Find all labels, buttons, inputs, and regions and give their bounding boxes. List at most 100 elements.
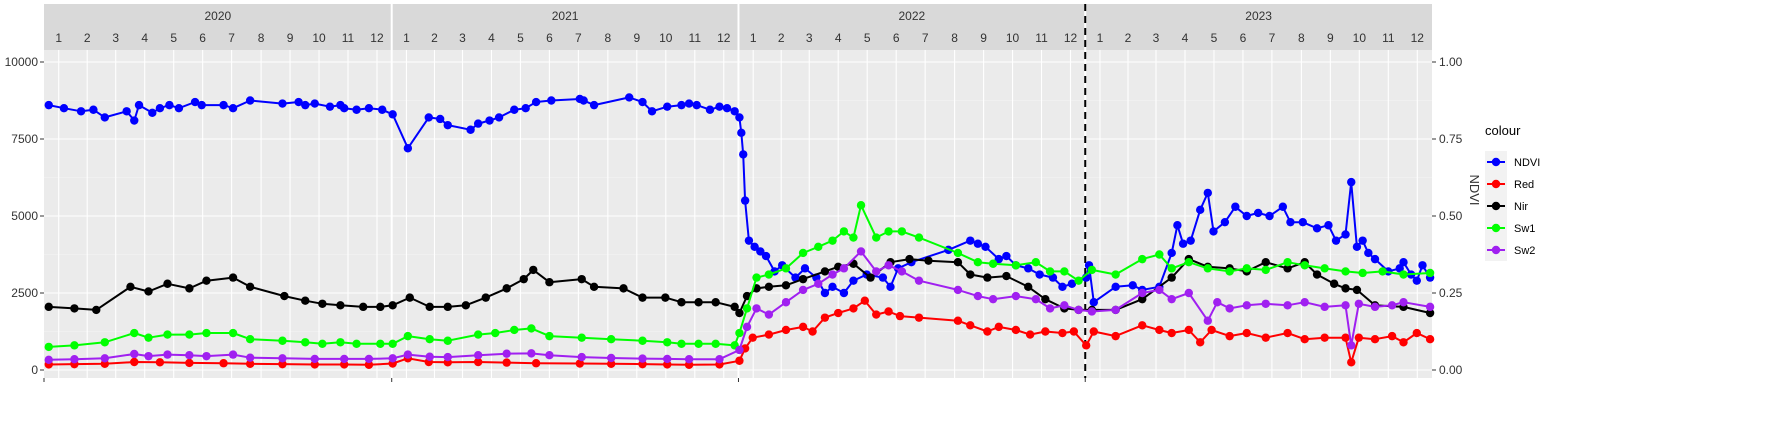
data-point-nir <box>1341 284 1350 293</box>
data-point-nir <box>764 282 774 292</box>
data-point-sw2 <box>884 261 893 270</box>
data-point-sw1 <box>545 331 554 341</box>
data-point-sw1 <box>742 304 752 313</box>
data-point-nir <box>443 302 452 312</box>
legend-label: NDVI <box>1514 157 1540 169</box>
month-label: 3 <box>1153 31 1160 45</box>
data-point-ndvi <box>820 288 830 298</box>
data-point-sw2 <box>1225 304 1234 313</box>
data-point-ndvi <box>756 247 765 256</box>
data-point-nir <box>301 296 310 305</box>
data-point-sw1 <box>185 330 194 339</box>
data-point-nir <box>1425 308 1435 318</box>
data-point-sw2 <box>1045 304 1055 313</box>
data-point-nir <box>461 301 471 310</box>
legend-key-point <box>1491 179 1501 189</box>
data-point-red <box>808 327 817 336</box>
data-point-ndvi <box>1128 281 1137 290</box>
data-point-sw1 <box>1111 270 1120 279</box>
data-point-sw2 <box>1242 301 1251 310</box>
data-point-sw2 <box>897 267 907 276</box>
data-point-nir <box>1352 285 1362 295</box>
data-point-red <box>953 316 963 325</box>
data-point-ndvi <box>494 113 504 122</box>
data-point-red <box>1283 328 1292 338</box>
data-point-sw2 <box>100 354 110 363</box>
data-point-sw2 <box>684 355 694 364</box>
data-point-ndvi <box>663 102 672 111</box>
data-point-nir <box>866 273 875 282</box>
data-point-red <box>764 330 774 339</box>
data-point-sw1 <box>1087 265 1097 275</box>
month-label: 6 <box>199 31 206 45</box>
data-point-sw1 <box>884 227 893 236</box>
month-label: 11 <box>342 31 355 45</box>
y-left-tick-label: 5000 <box>11 209 38 223</box>
data-point-nir <box>529 265 538 275</box>
y-left-tick-label: 2500 <box>11 286 38 300</box>
data-point-nir <box>966 270 975 279</box>
data-point-ndvi <box>1173 221 1182 230</box>
month-label: 8 <box>951 31 958 45</box>
y-right-tick-label: 1.00 <box>1439 55 1463 69</box>
data-point-ndvi <box>466 125 475 134</box>
data-point-nir <box>1283 264 1292 273</box>
data-point-ndvi <box>878 273 888 282</box>
data-point-ndvi <box>705 105 715 114</box>
month-label: 7 <box>575 31 582 45</box>
data-point-red <box>748 333 757 342</box>
data-point-sw2 <box>473 351 483 360</box>
data-point-sw2 <box>663 354 672 364</box>
data-point-ndvi <box>1002 251 1011 261</box>
data-point-red <box>872 310 881 319</box>
data-point-sw1 <box>228 328 238 338</box>
month-label: 3 <box>459 31 466 45</box>
data-point-red <box>1341 333 1350 342</box>
data-point-sw2 <box>1138 288 1147 298</box>
data-point-sw2 <box>798 285 808 295</box>
data-point-red <box>735 356 744 365</box>
data-point-sw2 <box>144 351 153 361</box>
data-point-ndvi <box>684 99 694 108</box>
data-point-ndvi <box>1220 217 1230 227</box>
y-right-tick-label: 0.50 <box>1439 209 1463 223</box>
data-point-red <box>1225 331 1234 341</box>
data-point-red <box>820 313 830 322</box>
data-point-ndvi <box>744 236 754 245</box>
data-point-sw2 <box>814 279 823 288</box>
data-point-red <box>1184 325 1193 335</box>
data-point-sw2 <box>1203 316 1212 325</box>
data-point-ndvi <box>1370 254 1380 264</box>
data-point-nir <box>781 281 791 290</box>
data-point-ndvi <box>435 114 445 124</box>
data-point-nir <box>388 301 397 310</box>
data-point-nir <box>44 302 53 312</box>
data-point-sw2 <box>1167 294 1176 304</box>
data-point-nir <box>425 302 434 312</box>
data-point-ndvi <box>44 100 53 110</box>
data-point-nir <box>661 293 670 302</box>
data-point-sw2 <box>1341 301 1350 310</box>
data-point-nir <box>359 302 368 312</box>
data-point-ndvi <box>521 104 530 113</box>
data-point-ndvi <box>165 100 174 110</box>
legend-label: Sw2 <box>1514 245 1535 257</box>
data-point-sw2 <box>1011 291 1021 301</box>
data-point-sw1 <box>828 236 837 245</box>
data-point-ndvi <box>364 104 374 113</box>
data-point-sw1 <box>953 248 963 258</box>
data-point-ndvi <box>677 100 686 110</box>
data-point-sw1 <box>130 328 139 338</box>
data-point-ndvi <box>638 97 647 107</box>
data-point-sw1 <box>44 342 53 352</box>
month-label: 4 <box>488 31 495 45</box>
data-point-nir <box>1041 294 1050 304</box>
data-point-sw1 <box>577 333 586 342</box>
month-label: 7 <box>922 31 929 45</box>
data-point-sw1 <box>872 233 881 242</box>
data-point-red <box>502 358 511 367</box>
data-point-ndvi <box>1089 298 1098 307</box>
data-point-ndvi <box>100 113 110 122</box>
month-label: 7 <box>228 31 235 45</box>
